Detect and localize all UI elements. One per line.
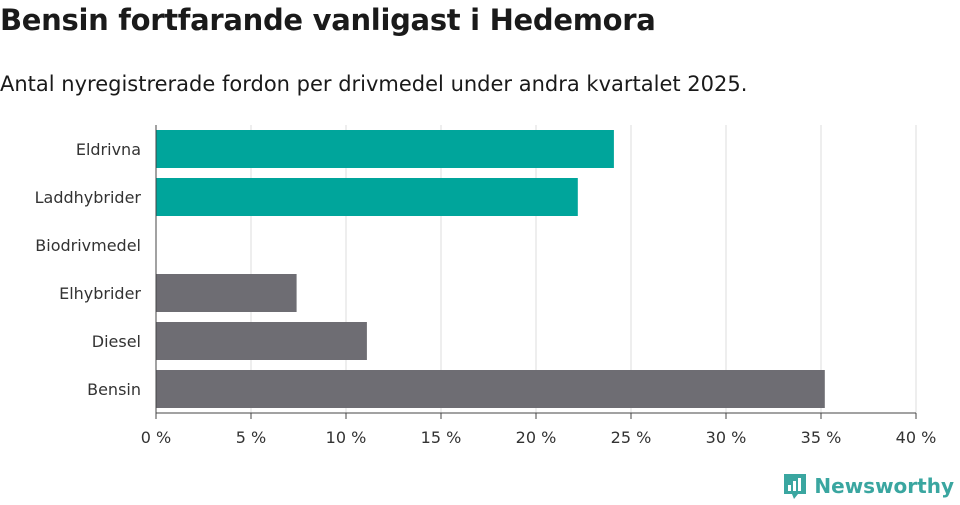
brand: Newsworthy: [782, 472, 954, 500]
bar-chart: 0 % 5 % 10 % 15 % 20 % 25 % 30 % 35 % 40 % Eldri…: [35, 125, 937, 447]
category-labels: Eldrivna Laddhybrider Biodrivmedel Elhybrid…: [35, 140, 142, 399]
bar-elhybrider: [156, 274, 297, 312]
x-tick-label: 10 %: [326, 428, 367, 447]
gridlines: [250, 125, 917, 413]
category-label: Bensin: [87, 380, 141, 399]
category-label: Eldrivna: [76, 140, 141, 159]
bar-bensin: [156, 370, 825, 408]
category-label: Diesel: [92, 332, 141, 351]
chart-subtitle: Antal nyregistrerade fordon per drivmede…: [0, 72, 748, 96]
bar-laddhybrider: [156, 178, 578, 216]
bar-diesel: [156, 322, 367, 360]
x-tick-label: 30 %: [706, 428, 747, 447]
x-tick-label: 40 %: [896, 428, 937, 447]
newsworthy-logo-icon: [784, 474, 807, 499]
x-tick-label: 5 %: [236, 428, 266, 447]
x-tick-label: 25 %: [611, 428, 652, 447]
x-tick-label: 20 %: [516, 428, 557, 447]
category-label: Elhybrider: [59, 284, 141, 303]
bars: [156, 130, 825, 408]
x-tick-label: 35 %: [801, 428, 842, 447]
x-tick-label: 15 %: [421, 428, 462, 447]
x-axis: 0 % 5 % 10 % 15 % 20 % 25 % 30 % 35 % 40 %: [141, 125, 937, 447]
x-tick-label: 0 %: [141, 428, 171, 447]
category-label: Biodrivmedel: [35, 236, 141, 255]
chart-title: Bensin fortfarande vanligast i Hedemora: [0, 3, 656, 37]
category-label: Laddhybrider: [35, 188, 142, 207]
brand-name: Newsworthy: [814, 474, 954, 498]
bar-eldrivna: [156, 130, 614, 168]
